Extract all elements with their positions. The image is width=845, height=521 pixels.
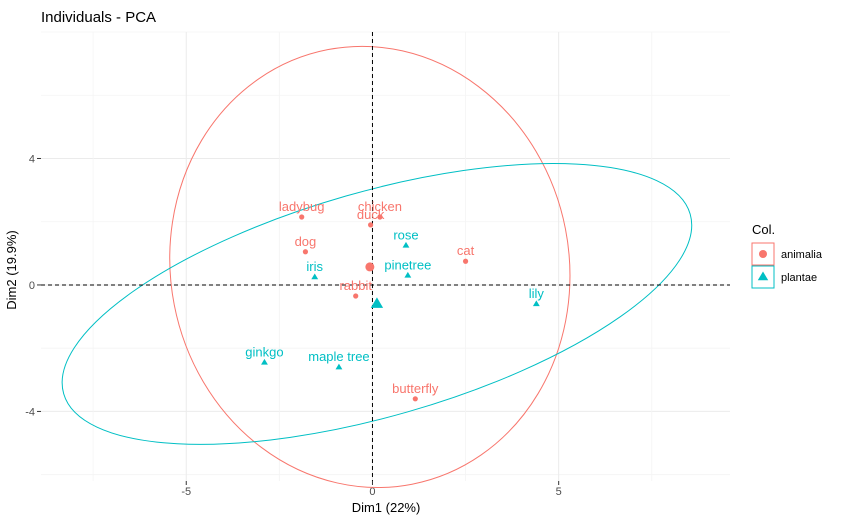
- label-dog: dog: [295, 234, 317, 249]
- x-tick-label: 5: [556, 486, 562, 498]
- data-points: [261, 214, 540, 402]
- confidence-ellipses: [61, 45, 693, 489]
- point-maple-tree: [335, 363, 343, 370]
- legend-title: Col.: [752, 222, 775, 237]
- label-cat: cat: [457, 243, 475, 258]
- label-lily: lily: [529, 286, 545, 301]
- legend-symbol-animalia: [759, 250, 767, 258]
- point-iris: [311, 273, 319, 280]
- axes: -5 0 5 -4 0 4: [25, 153, 562, 498]
- label-butterfly: butterfly: [392, 381, 439, 396]
- plot-panel: [41, 32, 730, 481]
- plantae-ellipse: [61, 163, 693, 445]
- chart-title: Individuals - PCA: [41, 9, 156, 26]
- y-tick-label: 4: [29, 153, 35, 165]
- point-ginkgo: [261, 358, 268, 365]
- x-axis-label: Dim1 (22%): [352, 500, 421, 515]
- y-tick-label: -4: [25, 406, 35, 418]
- animalia-centroid: [365, 262, 375, 272]
- grid-lines: [41, 31, 730, 481]
- point-pinetree: [404, 271, 412, 278]
- label-chicken: chicken: [358, 199, 402, 214]
- legend-label-plantae: plantae: [781, 272, 817, 284]
- x-tick-label: 0: [369, 486, 375, 498]
- y-axis-label: Dim2 (19.9%): [4, 230, 19, 309]
- point-rose: [402, 241, 410, 248]
- plantae-centroid: [370, 297, 384, 308]
- point-cat: [462, 258, 469, 264]
- legend-label-animalia: animalia: [781, 249, 823, 261]
- point-chicken: [377, 214, 383, 220]
- legend: Col. animalia plantae: [751, 222, 823, 289]
- label-duck: duck: [357, 207, 385, 222]
- label-rose: rose: [393, 227, 418, 242]
- label-maple-tree: maple tree: [308, 349, 369, 364]
- point-rabbit: [353, 293, 359, 299]
- label-iris: iris: [306, 259, 323, 274]
- point-duck: [368, 222, 374, 228]
- legend-symbol-plantae: [757, 271, 769, 281]
- point-ladybug: [299, 214, 305, 220]
- label-pinetree: pinetree: [384, 257, 431, 272]
- label-ginkgo: ginkgo: [245, 344, 283, 359]
- point-lily: [532, 300, 540, 307]
- reference-lines: [41, 32, 730, 481]
- x-tick-label: -5: [181, 486, 191, 498]
- y-tick-label: 0: [29, 280, 35, 292]
- point-butterfly: [412, 396, 418, 402]
- label-rabbit: rabbit: [339, 278, 372, 293]
- label-ladybug: ladybug: [279, 199, 325, 214]
- point-dog: [302, 249, 309, 255]
- animalia-ellipse: [169, 45, 571, 489]
